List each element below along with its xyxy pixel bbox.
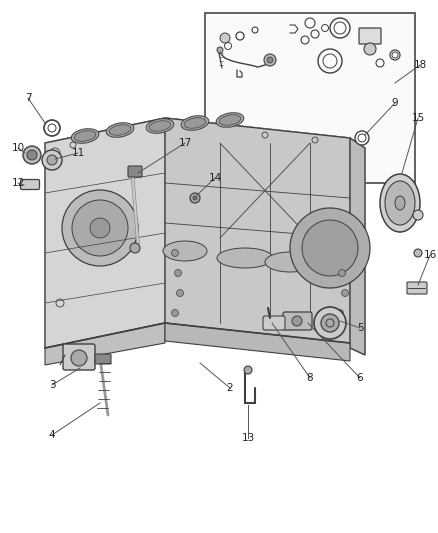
Circle shape — [217, 47, 223, 53]
Text: 18: 18 — [413, 60, 427, 70]
Circle shape — [413, 210, 423, 220]
Ellipse shape — [385, 181, 415, 225]
Ellipse shape — [219, 115, 241, 125]
Circle shape — [264, 54, 276, 66]
Circle shape — [339, 270, 346, 277]
Circle shape — [414, 249, 422, 257]
Circle shape — [355, 131, 369, 145]
Polygon shape — [165, 118, 350, 348]
Polygon shape — [165, 118, 350, 348]
Circle shape — [172, 310, 179, 317]
Text: 2: 2 — [227, 383, 233, 393]
Circle shape — [321, 314, 339, 332]
Text: 12: 12 — [11, 178, 25, 188]
Circle shape — [302, 220, 358, 276]
Text: 17: 17 — [178, 138, 192, 148]
Ellipse shape — [163, 241, 207, 261]
Polygon shape — [350, 138, 365, 355]
FancyBboxPatch shape — [21, 180, 39, 190]
Circle shape — [244, 366, 252, 374]
Polygon shape — [45, 323, 165, 365]
Circle shape — [336, 310, 343, 317]
Text: 9: 9 — [392, 98, 398, 108]
Bar — [205, 13, 415, 183]
Circle shape — [23, 146, 41, 164]
Ellipse shape — [149, 120, 171, 131]
Ellipse shape — [265, 252, 315, 272]
Circle shape — [72, 200, 128, 256]
Circle shape — [174, 270, 181, 277]
Polygon shape — [45, 118, 350, 163]
Circle shape — [172, 249, 179, 256]
Circle shape — [47, 155, 57, 165]
Circle shape — [62, 190, 138, 266]
Text: 6: 6 — [357, 373, 363, 383]
Text: 7: 7 — [25, 93, 31, 103]
Ellipse shape — [395, 196, 405, 210]
Circle shape — [190, 193, 200, 203]
Text: 14: 14 — [208, 173, 222, 183]
Ellipse shape — [181, 116, 209, 130]
FancyBboxPatch shape — [95, 354, 111, 364]
Circle shape — [220, 33, 230, 43]
Ellipse shape — [71, 128, 99, 143]
Polygon shape — [165, 323, 350, 361]
Text: 3: 3 — [49, 380, 55, 390]
Circle shape — [177, 289, 184, 296]
FancyBboxPatch shape — [63, 344, 95, 370]
Ellipse shape — [146, 119, 174, 133]
Text: 15: 15 — [411, 113, 424, 123]
Circle shape — [42, 150, 62, 170]
Polygon shape — [45, 118, 165, 348]
Ellipse shape — [106, 123, 134, 138]
Circle shape — [342, 289, 349, 296]
Circle shape — [130, 243, 140, 253]
Circle shape — [267, 57, 273, 63]
Polygon shape — [45, 118, 350, 163]
Text: 10: 10 — [11, 143, 25, 153]
Circle shape — [71, 350, 87, 366]
Circle shape — [193, 196, 197, 200]
Circle shape — [290, 208, 370, 288]
FancyBboxPatch shape — [359, 28, 381, 44]
Ellipse shape — [216, 112, 244, 127]
Circle shape — [292, 316, 302, 326]
Ellipse shape — [109, 125, 131, 135]
Text: 11: 11 — [71, 148, 85, 158]
Circle shape — [90, 218, 110, 238]
Ellipse shape — [184, 118, 206, 128]
Ellipse shape — [217, 248, 273, 268]
Circle shape — [314, 307, 346, 339]
FancyBboxPatch shape — [407, 282, 427, 294]
Text: 16: 16 — [424, 250, 437, 260]
Circle shape — [364, 43, 376, 55]
Polygon shape — [350, 138, 365, 355]
Text: 13: 13 — [241, 433, 254, 443]
Text: 4: 4 — [49, 430, 55, 440]
FancyBboxPatch shape — [263, 316, 285, 330]
Ellipse shape — [380, 174, 420, 232]
Text: 8: 8 — [307, 373, 313, 383]
FancyBboxPatch shape — [283, 312, 312, 330]
Polygon shape — [45, 118, 165, 348]
Text: 5: 5 — [357, 323, 363, 333]
FancyBboxPatch shape — [128, 166, 142, 177]
Circle shape — [27, 150, 37, 160]
Ellipse shape — [74, 131, 96, 141]
